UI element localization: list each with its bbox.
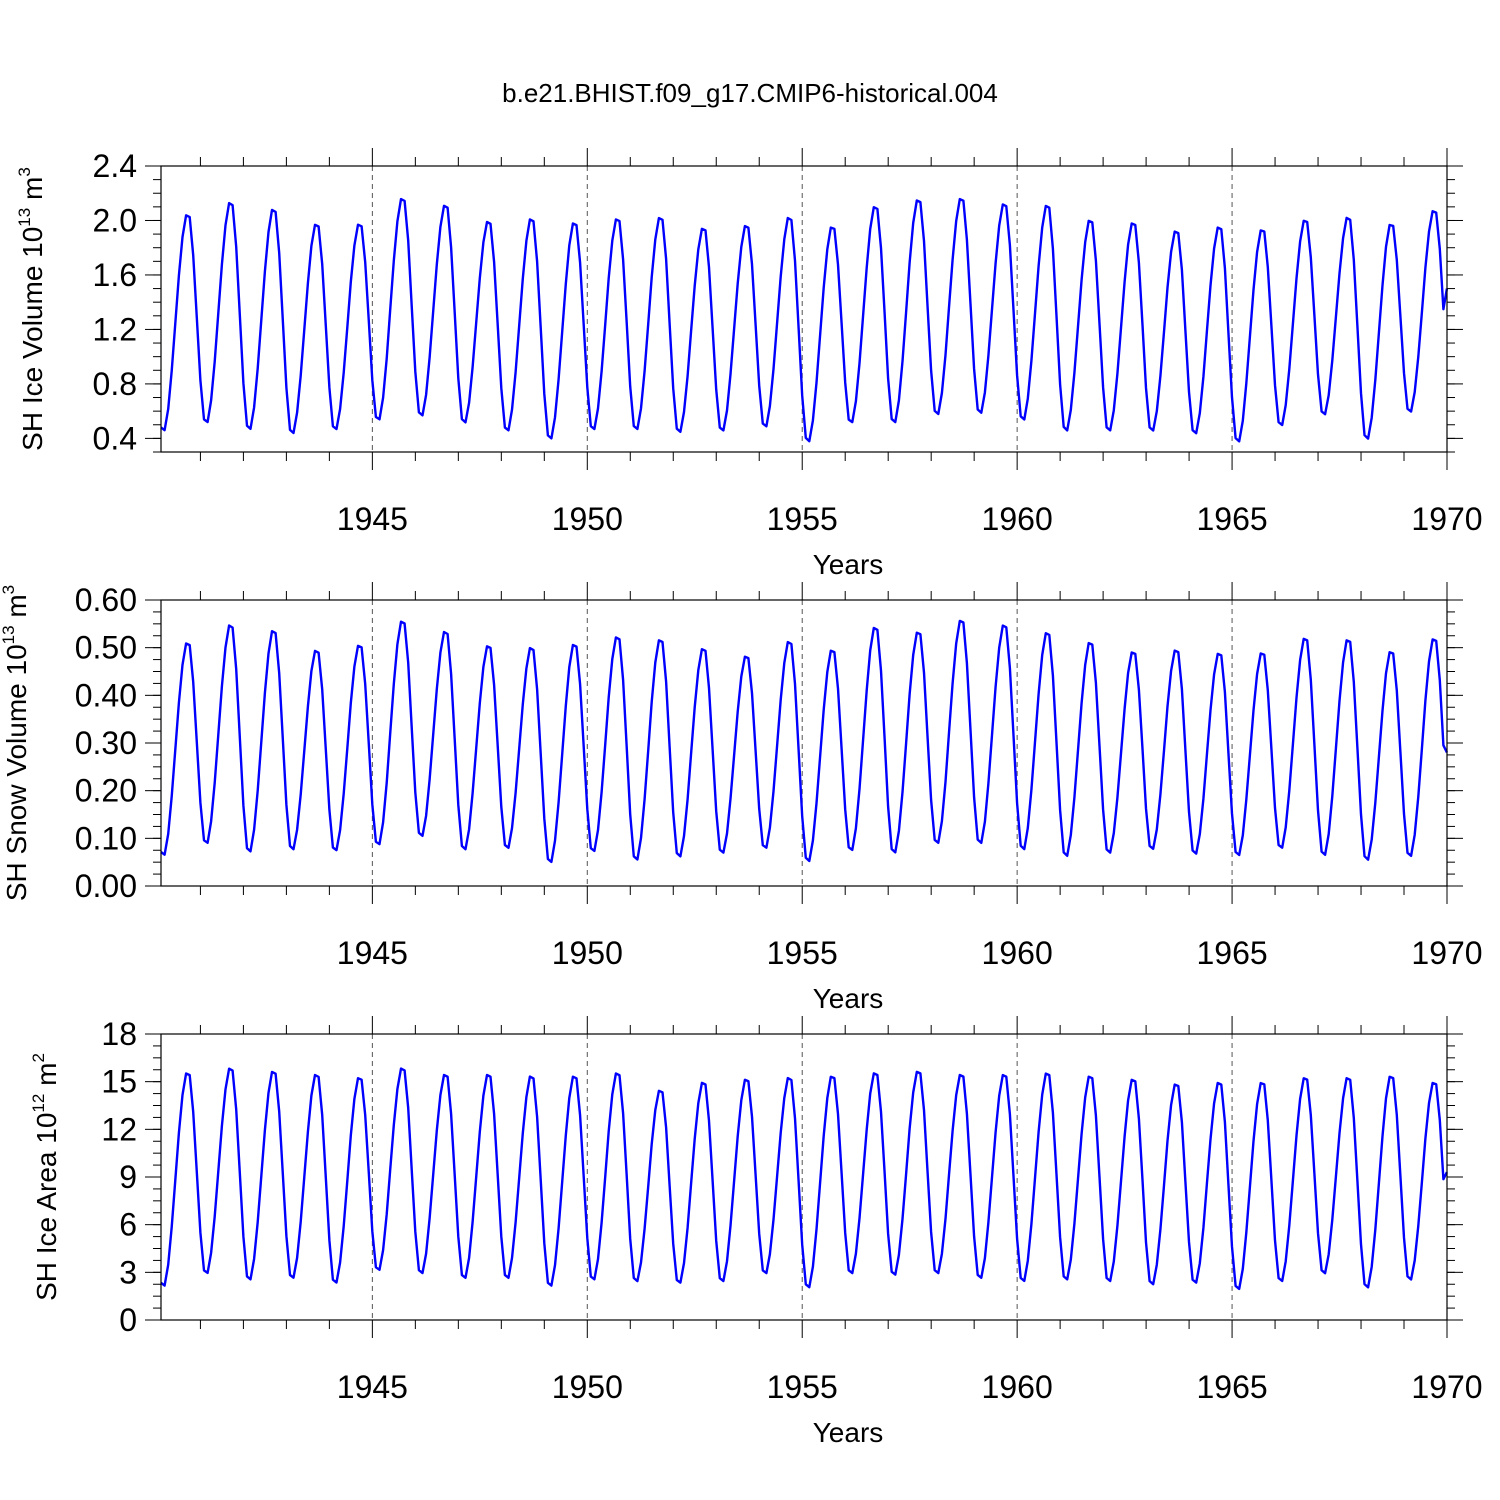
y-axis-label: SH Ice Volume 1013 m3	[15, 167, 48, 451]
y-label-unit: m	[1, 594, 32, 625]
y-tick-label: 0.8	[93, 366, 137, 402]
y-tick-label: 0	[119, 1302, 137, 1338]
y-tick-label: 1.2	[93, 311, 137, 347]
y-tick-label: 1.6	[93, 257, 137, 293]
y-label-unit-exponent: 3	[15, 167, 34, 176]
y-tick-label: 0.00	[75, 868, 137, 904]
x-tick-label: 1965	[1196, 501, 1267, 537]
y-label-unit-exponent: 2	[29, 1053, 48, 1062]
series-line-ice-area	[160, 1067, 1448, 1291]
y-axis-label: SH Snow Volume 1013 m3	[0, 585, 32, 901]
y-label-unit: m	[31, 1063, 62, 1094]
x-tick-label: 1970	[1411, 1369, 1482, 1405]
panel-ice-volume: 0.4 0.8 1.2 1.6 2.0 2.4 1945 1950 1955 1960 1965 19…	[15, 148, 1483, 580]
y-tick-label: 18	[101, 1016, 137, 1052]
y-tick-label: 15	[101, 1064, 137, 1100]
y-label-text: SH Ice Area 10	[31, 1113, 62, 1301]
x-tick-label: 1950	[552, 935, 623, 971]
y-label-unit-exponent: 3	[0, 585, 18, 594]
y-tick-label: 2.4	[93, 148, 137, 184]
y-label-text: SH Ice Volume 10	[17, 227, 48, 451]
x-tick-label: 1970	[1411, 935, 1482, 971]
y-tick-label: 2.0	[93, 202, 137, 238]
x-axis-label: Years	[813, 549, 884, 580]
y-tick-label: 0.4	[93, 420, 137, 456]
x-tick-label: 1950	[552, 1369, 623, 1405]
y-tick-label: 9	[119, 1159, 137, 1195]
x-tick-label: 1945	[337, 501, 408, 537]
x-tick-label: 1955	[767, 501, 838, 537]
x-tick-label: 1960	[982, 935, 1053, 971]
y-axis-label: SH Ice Area 1012 m2	[29, 1053, 62, 1301]
chart-title: b.e21.BHIST.f09_g17.CMIP6-historical.004	[502, 78, 998, 108]
series-line-ice-volume	[160, 197, 1449, 443]
y-tick-label: 0.50	[75, 630, 137, 666]
y-label-exponent: 12	[29, 1094, 48, 1113]
panel-ice-area: 0 3 6 9 12 15 18 1945 1950 1955 1960 1965 1970 Years S…	[29, 1016, 1483, 1448]
x-tick-label: 1970	[1411, 501, 1482, 537]
x-tick-label: 1955	[767, 1369, 838, 1405]
x-tick-label: 1945	[337, 935, 408, 971]
y-label-text: SH Snow Volume 10	[1, 644, 32, 901]
y-tick-label: 0.10	[75, 820, 137, 856]
y-tick-label: 0.30	[75, 725, 137, 761]
x-tick-label: 1945	[337, 1369, 408, 1405]
y-tick-label: 0.20	[75, 773, 137, 809]
y-label-exponent: 13	[0, 625, 18, 644]
y-tick-label: 3	[119, 1254, 137, 1290]
plot-frame	[160, 165, 1448, 453]
y-tick-label: 0.40	[75, 677, 137, 713]
x-tick-label: 1965	[1196, 935, 1267, 971]
y-tick-label: 12	[101, 1111, 137, 1147]
y-label-unit: m	[17, 177, 48, 208]
x-tick-label: 1950	[552, 501, 623, 537]
x-axis-label: Years	[813, 983, 884, 1014]
y-tick-label: 6	[119, 1207, 137, 1243]
y-tick-label: 0.60	[75, 582, 137, 618]
panel-snow-volume: 0.00 0.10 0.20 0.30 0.40 0.50 0.60 1945 1950 1955…	[0, 582, 1483, 1014]
x-tick-label: 1960	[982, 501, 1053, 537]
series-line-snow-volume	[160, 619, 1448, 864]
x-tick-label: 1960	[982, 1369, 1053, 1405]
x-axis-label: Years	[813, 1417, 884, 1448]
x-tick-label: 1955	[767, 935, 838, 971]
x-tick-label: 1965	[1196, 1369, 1267, 1405]
y-label-exponent: 13	[15, 208, 34, 227]
panels: 0.4 0.8 1.2 1.6 2.0 2.4 1945 1950 1955 1960 1965 19…	[0, 148, 1483, 1448]
